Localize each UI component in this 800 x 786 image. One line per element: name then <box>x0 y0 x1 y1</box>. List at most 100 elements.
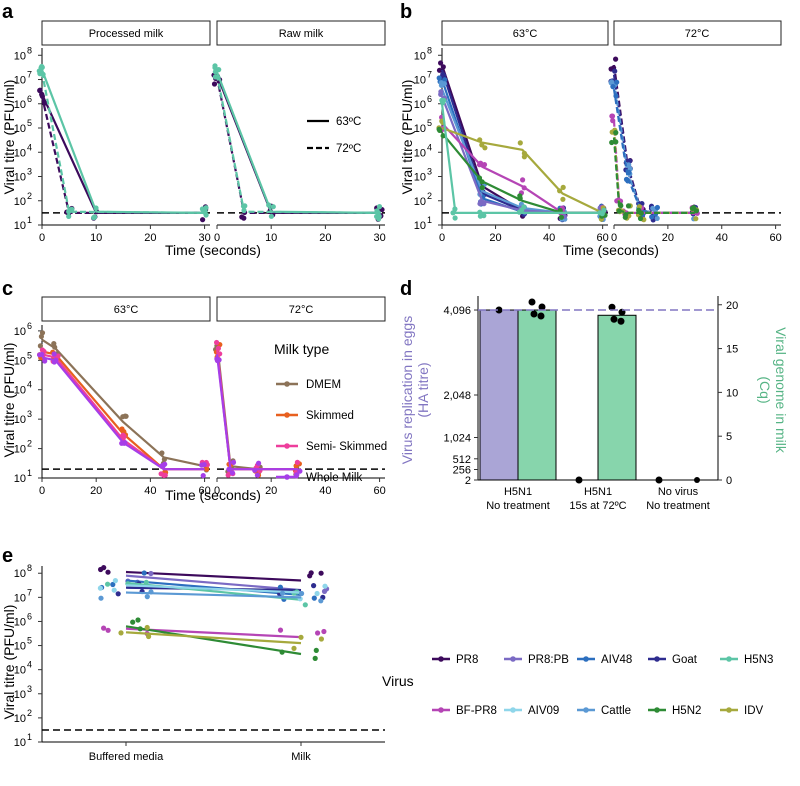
e-data-point <box>298 634 304 640</box>
e-legend-swatch-dot <box>726 656 732 662</box>
data-point <box>37 343 44 349</box>
d-category-line1: H5N1 <box>504 486 532 498</box>
e-ylabel: Viral titre (PFU/ml) <box>1 605 17 720</box>
e-data-point <box>291 645 297 652</box>
d-point-ha <box>495 306 503 314</box>
c-ylabel: Viral titre (PFU/ml) <box>1 343 17 458</box>
y-tick-exponent: 5 <box>427 118 432 128</box>
e-data-point <box>312 655 318 662</box>
x-tick-label: 40 <box>144 485 156 497</box>
data-point <box>477 213 483 219</box>
a-ylabel: Viral titre (PFU/ml) <box>1 80 17 195</box>
e-data-point <box>130 619 136 625</box>
data-point <box>39 330 46 336</box>
d-left-tick-label: 4,096 <box>443 305 471 317</box>
e-data-point <box>146 633 152 640</box>
e-legend: Virus PR8 PR8:PB AIV48 Goat H5N3 BF-PR8 AIV09 C… <box>382 654 773 717</box>
data-point <box>479 185 485 191</box>
data-point <box>609 113 615 119</box>
y-tick-exponent: 1 <box>427 215 432 225</box>
data-point <box>654 215 660 221</box>
strip-c-72 <box>216 296 386 322</box>
data-point <box>158 471 164 477</box>
x-tick-label: 30 <box>198 232 210 244</box>
d-ylabel-left-2: (HA titre) <box>415 362 431 417</box>
data-point <box>268 213 274 219</box>
data-point <box>477 201 483 207</box>
y-tick-exponent: 4 <box>27 380 32 390</box>
data-point <box>256 460 262 466</box>
y-tick-exponent: 2 <box>427 191 432 201</box>
data-point <box>438 89 444 95</box>
x-tick-label: 20 <box>144 232 156 244</box>
data-point <box>36 68 42 74</box>
series-line-processed <box>40 96 205 214</box>
e-data-point <box>144 624 150 631</box>
e-data-point <box>101 625 107 631</box>
e-y-tick-label: 10 <box>14 713 26 725</box>
e-y-tick-exponent: 1 <box>27 732 32 742</box>
legend-label: DMEM <box>306 379 341 391</box>
series-line-h5n2 <box>612 137 695 214</box>
e-data-point <box>135 617 141 623</box>
e-data-point <box>277 627 284 633</box>
d-point-cq <box>610 315 618 323</box>
e-legend-swatch-dot <box>438 707 444 713</box>
y-tick-exponent: 2 <box>27 439 32 449</box>
e-legend-label: IDV <box>744 705 764 717</box>
legend-72: 72ºC <box>336 143 361 155</box>
e-data-point <box>315 630 321 636</box>
data-point <box>201 462 207 468</box>
legend-label: Semi- Skimmed <box>306 441 387 453</box>
e-series-line-pr8 <box>125 570 302 582</box>
e-y-tick-exponent: 4 <box>27 660 32 670</box>
x-tick-label: 20 <box>489 232 501 244</box>
e-data-point <box>112 578 118 584</box>
d-right-tick-label: 0 <box>726 475 732 487</box>
y-tick-exponent: 8 <box>27 45 32 55</box>
series-line-raw <box>215 74 380 214</box>
legend-swatch-dot <box>284 381 290 387</box>
data-point <box>37 352 43 358</box>
e-legend-label: AIV48 <box>601 654 632 666</box>
e-data-point <box>118 630 124 636</box>
e-legend-swatch-dot <box>510 656 516 662</box>
e-legend-label: Goat <box>672 654 698 666</box>
e-x-tick-label: Milk <box>291 751 311 763</box>
e-legend-swatch-dot <box>438 656 444 662</box>
strip-label-c-72: 72°C <box>289 304 314 316</box>
data-point <box>239 214 245 220</box>
y-tick-exponent: 2 <box>27 191 32 201</box>
y-tick-label: 10 <box>14 385 26 397</box>
y-tick-label: 10 <box>14 444 26 456</box>
x-tick-label: 60 <box>198 485 210 497</box>
data-point <box>254 472 260 478</box>
e-data-point <box>277 584 283 590</box>
e-y-tick-label: 10 <box>14 737 26 749</box>
x-tick-label: 0 <box>39 232 45 244</box>
data-point <box>214 339 220 346</box>
data-point <box>270 204 276 210</box>
data-point <box>481 162 488 168</box>
panel-c: 63°C 72°C 10 110 210 310 410 510 60 20 40 60 0 20 40… <box>1 296 387 503</box>
e-y-tick-label: 10 <box>14 641 26 653</box>
data-point <box>517 140 523 146</box>
series-line-idv <box>441 126 604 214</box>
y-tick-label: 10 <box>414 75 426 87</box>
legend-label: Whole Milk <box>306 472 362 484</box>
d-category-line1: No virus <box>658 486 699 498</box>
y-tick-label: 10 <box>14 172 26 184</box>
x-tick-label: 60 <box>597 232 609 244</box>
d-point-cq <box>608 303 616 311</box>
y-tick-label: 10 <box>14 50 26 62</box>
x-tick-label: 0 <box>214 232 220 244</box>
data-point <box>376 204 383 210</box>
data-point <box>230 459 237 465</box>
data-point <box>482 145 488 151</box>
e-legend-swatch-dot <box>726 707 732 713</box>
y-tick-label: 10 <box>14 355 26 367</box>
e-data-point <box>314 590 320 597</box>
d-category-line1: H5N1 <box>584 486 612 498</box>
panel-label-b: b <box>400 1 412 23</box>
data-point <box>560 184 566 190</box>
